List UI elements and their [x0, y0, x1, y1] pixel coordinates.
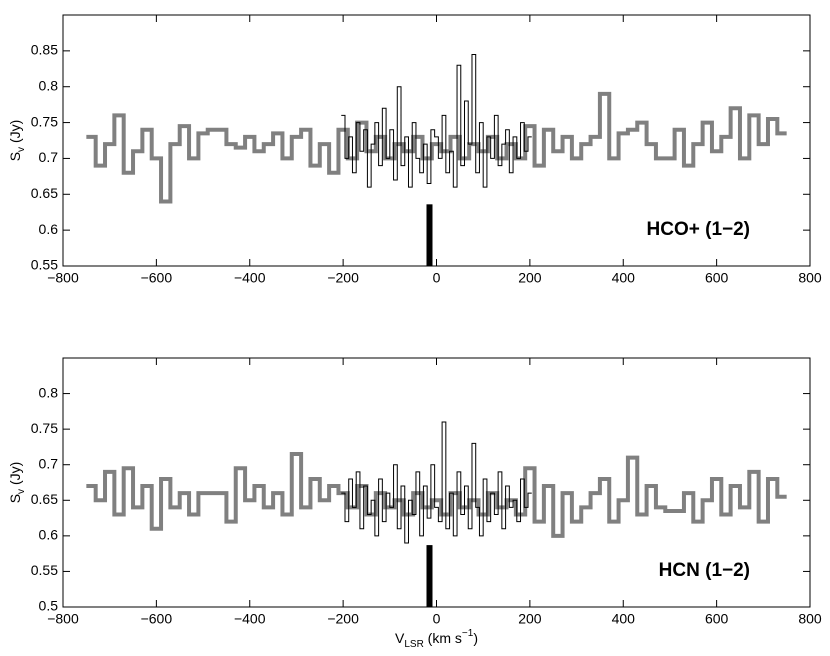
panel-annotation: HCO+ (1−2) — [647, 219, 750, 240]
y-axis-label: Sv (Jy) — [7, 120, 27, 162]
x-tick-label: 200 — [518, 270, 542, 286]
x-tick-label: 200 — [518, 611, 542, 627]
x-tick-label: −200 — [327, 611, 359, 627]
y-tick-label: 0.8 — [39, 77, 59, 93]
x-tick-label: 400 — [612, 270, 636, 286]
x-tick-label: −600 — [141, 611, 173, 627]
spectrum-line — [341, 53, 532, 188]
x-tick-label: 800 — [798, 611, 822, 627]
x-tick-label: −600 — [141, 270, 173, 286]
y-tick-label: 0.55 — [31, 257, 58, 273]
velocity-bar — [426, 204, 433, 266]
x-label-unit: (km s — [424, 630, 462, 646]
y-tick-label: 0.8 — [39, 384, 59, 400]
y-tick-label: 0.65 — [31, 185, 58, 201]
x-tick-label: 400 — [612, 611, 636, 627]
y-tick-label: 0.6 — [39, 221, 59, 237]
spectrum-line — [341, 421, 532, 544]
x-tick-label: 0 — [433, 270, 441, 286]
y-tick-label: 0.5 — [39, 598, 59, 614]
y-tick-label: 0.75 — [31, 113, 58, 129]
velocity-bar — [426, 545, 433, 607]
y-tick-label: 0.85 — [31, 42, 58, 58]
y-tick-label: 0.6 — [39, 527, 59, 543]
y-label-sub: v — [16, 489, 27, 494]
y-tick-label: 0.7 — [39, 149, 59, 165]
spectrum-line — [86, 452, 787, 538]
x-label-close: ) — [473, 630, 478, 646]
x-label-main: V — [395, 630, 405, 646]
x-tick-label: 600 — [705, 270, 729, 286]
x-label-sup: −1 — [462, 628, 474, 639]
y-tick-label: 0.65 — [31, 491, 58, 507]
y-tick-label: 0.7 — [39, 455, 59, 471]
x-tick-label: −800 — [47, 611, 79, 627]
y-axis-label: Sv (Jy) — [7, 462, 27, 504]
y-label-unit: (Jy) — [7, 462, 23, 489]
panel-annotation: HCN (1−2) — [659, 560, 750, 581]
x-tick-label: 0 — [433, 611, 441, 627]
spectrum-line — [86, 91, 787, 204]
y-label-main: S — [7, 494, 23, 503]
x-tick-label: −400 — [234, 611, 266, 627]
x-axis-label: VLSR (km s−1) — [395, 628, 478, 650]
x-tick-label: −800 — [47, 270, 79, 286]
x-tick-label: 800 — [798, 270, 822, 286]
y-tick-label: 0.75 — [31, 420, 58, 436]
y-label-unit: (Jy) — [7, 120, 23, 147]
y-tick-label: 0.55 — [31, 562, 58, 578]
x-label-sub: LSR — [404, 639, 423, 650]
y-label-main: S — [7, 152, 23, 161]
x-tick-label: −400 — [234, 270, 266, 286]
y-label-sub: v — [16, 147, 27, 152]
x-tick-label: −200 — [327, 270, 359, 286]
x-tick-label: 600 — [705, 611, 729, 627]
